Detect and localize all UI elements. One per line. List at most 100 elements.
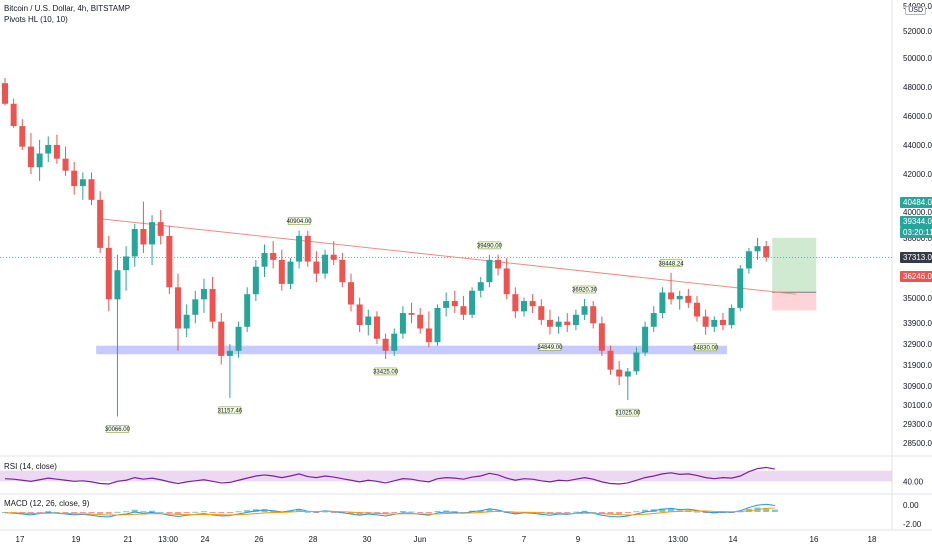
time-tick-label: 17 — [16, 535, 25, 544]
macd-histogram-bar — [105, 512, 112, 514]
pivot-label-box — [218, 406, 242, 415]
candle-body — [244, 294, 251, 327]
candle-59 — [512, 287, 519, 319]
candle-25 — [218, 313, 225, 365]
macd-histogram-bar — [19, 512, 26, 513]
macd-histogram-bar — [226, 512, 233, 513]
candle-42 — [365, 309, 372, 336]
pivot-label-box — [694, 343, 717, 352]
macd-histogram-bar — [114, 511, 121, 513]
candle-75 — [650, 306, 657, 332]
candle-50 — [434, 304, 441, 346]
candle-body — [728, 307, 735, 326]
candle-49 — [425, 311, 432, 348]
rsi-label[interactable]: RSI (14, close) — [4, 462, 57, 471]
candle-37 — [322, 249, 329, 279]
candle-76 — [659, 287, 666, 319]
stop-zone — [772, 292, 817, 311]
candle-30 — [261, 244, 268, 278]
candle-body — [529, 301, 536, 307]
time-tick-label: 19 — [72, 535, 81, 544]
macd-histogram-bar — [555, 512, 562, 513]
macd-histogram-bar — [425, 512, 432, 514]
candle-body — [131, 229, 138, 257]
candle-body — [659, 292, 666, 314]
price-tick-label: 42000.00 — [903, 170, 932, 179]
pivot-high-label: 36920.30 — [572, 287, 598, 293]
candle-18 — [157, 210, 164, 245]
macd-histogram-bar — [149, 510, 156, 512]
macd-histogram-bar — [607, 512, 614, 515]
candle-71 — [616, 361, 623, 386]
time-tick-label: 7 — [522, 535, 527, 544]
macd-histogram-bar — [668, 508, 675, 512]
pivot-label-box — [287, 217, 311, 225]
candle-body — [114, 270, 121, 300]
candle-body — [391, 333, 398, 351]
candle-body — [261, 253, 268, 267]
candle-body — [737, 268, 744, 308]
time-tick-label: 26 — [255, 535, 264, 544]
macd-histogram-bar — [192, 511, 199, 513]
macd-histogram-bar — [694, 511, 700, 513]
candle-body — [503, 268, 510, 295]
candle-47 — [408, 302, 415, 324]
candle-16 — [140, 201, 147, 254]
candle-84 — [728, 304, 735, 329]
macd-histogram-bar — [296, 509, 303, 512]
candle-body — [434, 307, 441, 343]
candle-body — [486, 259, 493, 283]
candle-body — [365, 316, 372, 326]
candle-body — [633, 352, 640, 372]
candle-72 — [624, 367, 631, 401]
candle-body — [477, 282, 484, 291]
candle-82 — [711, 316, 718, 332]
macd-histogram-bar — [763, 507, 770, 512]
macd-line — [4, 503, 775, 518]
pivot-label-box — [616, 408, 640, 417]
candle-body — [53, 144, 60, 159]
rsi-line — [4, 466, 775, 485]
pivot-low-label: 30066.00 — [105, 427, 131, 433]
candle-body — [443, 301, 450, 308]
candle-64 — [555, 316, 562, 334]
candle-43 — [373, 311, 380, 344]
pivots-indicator-label[interactable]: Pivots HL (10, 10) — [4, 15, 68, 24]
candle-body — [218, 321, 225, 356]
macd-histogram-bar — [391, 512, 398, 513]
candle-19 — [166, 225, 173, 295]
macd-histogram-bar — [365, 512, 372, 513]
candle-body — [581, 306, 588, 315]
candle-body — [745, 251, 752, 269]
candle-38 — [330, 241, 337, 266]
price-tick-label: 33900.00 — [903, 319, 932, 328]
price-tick-label: 30900.00 — [903, 382, 932, 391]
candle-body — [123, 256, 130, 271]
candle-body — [105, 247, 112, 300]
candle-body — [399, 313, 406, 334]
macd-histogram-bar — [460, 511, 467, 513]
candle-body — [296, 235, 303, 262]
pivot-label-box — [538, 343, 562, 351]
candle-body — [469, 290, 476, 315]
pivot-label-box — [659, 259, 683, 268]
candle-31 — [270, 241, 277, 269]
candle-26 — [226, 343, 233, 398]
macd-histogram-bar — [382, 512, 389, 515]
candle-body — [62, 158, 69, 171]
time-tick-label: 13:00 — [668, 535, 689, 544]
pivot-label-box — [573, 285, 596, 294]
macd-histogram-bar — [322, 511, 329, 513]
candle-body — [719, 319, 726, 326]
macd-histogram-bar — [157, 511, 164, 513]
candle-21 — [183, 304, 190, 338]
candle-body — [27, 146, 34, 168]
descending-trendline — [100, 218, 797, 295]
currency-badge[interactable]: USD — [905, 6, 926, 15]
candle-86 — [745, 247, 752, 274]
macd-histogram-bar — [486, 509, 493, 512]
macd-histogram-bar — [88, 512, 95, 514]
macd-label[interactable]: MACD (12, 26, close, 9) — [4, 499, 90, 508]
candle-87 — [754, 237, 761, 260]
